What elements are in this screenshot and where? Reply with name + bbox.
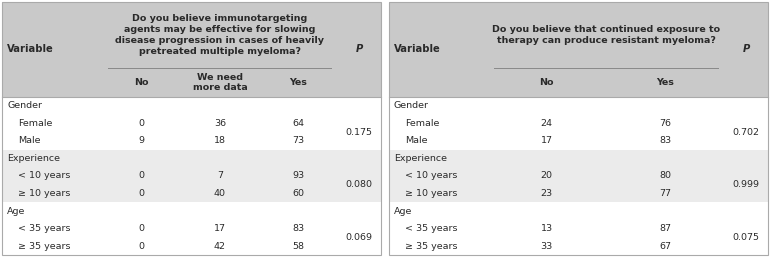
Text: No: No	[134, 78, 149, 87]
Text: 83: 83	[659, 136, 671, 145]
Text: 18: 18	[214, 136, 226, 145]
Text: 24: 24	[541, 119, 553, 128]
Text: 42: 42	[214, 242, 226, 251]
Bar	[389, 220, 768, 237]
Text: 60: 60	[293, 189, 304, 198]
Text: P: P	[356, 44, 363, 54]
Text: 0: 0	[139, 224, 145, 233]
Text: ≥ 10 years: ≥ 10 years	[405, 189, 457, 198]
Text: < 10 years: < 10 years	[18, 171, 70, 180]
Text: 0.702: 0.702	[733, 127, 760, 136]
Text: ≥ 35 years: ≥ 35 years	[18, 242, 71, 251]
Bar	[2, 114, 381, 132]
Text: 7: 7	[217, 171, 223, 180]
Text: Male: Male	[18, 136, 41, 145]
Text: 83: 83	[292, 224, 304, 233]
Text: Female: Female	[405, 119, 440, 128]
Text: Yes: Yes	[656, 78, 674, 87]
Text: 0.080: 0.080	[346, 180, 373, 189]
Text: 64: 64	[293, 119, 304, 128]
Text: 77: 77	[659, 189, 671, 198]
Text: 0.175: 0.175	[346, 127, 373, 136]
Text: 0.075: 0.075	[733, 233, 760, 242]
Text: 0: 0	[139, 189, 145, 198]
Text: 58: 58	[293, 242, 304, 251]
Text: No: No	[540, 78, 554, 87]
Bar	[2, 132, 381, 150]
Text: 13: 13	[541, 224, 553, 233]
Text: Variable: Variable	[7, 44, 54, 54]
Text: Experience: Experience	[394, 154, 447, 163]
Text: 17: 17	[214, 224, 226, 233]
Text: 17: 17	[541, 136, 553, 145]
Text: 33: 33	[541, 242, 553, 251]
Text: Female: Female	[18, 119, 52, 128]
Text: ≥ 10 years: ≥ 10 years	[18, 189, 70, 198]
Bar	[389, 167, 768, 185]
Bar	[389, 2, 768, 255]
Bar	[389, 185, 768, 202]
Text: Age: Age	[394, 207, 413, 216]
Text: 87: 87	[659, 224, 671, 233]
Text: 0: 0	[139, 119, 145, 128]
Text: Age: Age	[7, 207, 25, 216]
Bar	[389, 202, 768, 220]
Text: 40: 40	[214, 189, 226, 198]
Text: We need
more data: We need more data	[192, 73, 247, 92]
Text: 23: 23	[541, 189, 553, 198]
Bar	[2, 237, 381, 255]
Text: 20: 20	[541, 171, 553, 180]
Bar	[2, 97, 381, 114]
Bar	[389, 150, 768, 167]
Text: Gender: Gender	[394, 101, 429, 110]
Text: 80: 80	[659, 171, 671, 180]
Bar	[389, 237, 768, 255]
Text: 36: 36	[214, 119, 226, 128]
Bar	[2, 185, 381, 202]
Text: 0: 0	[139, 242, 145, 251]
Text: 9: 9	[139, 136, 145, 145]
Bar	[389, 132, 768, 150]
Bar	[389, 97, 768, 114]
Text: P: P	[742, 44, 750, 54]
Text: Male: Male	[405, 136, 427, 145]
Text: 0.069: 0.069	[346, 233, 373, 242]
Bar	[389, 2, 768, 97]
Bar	[2, 220, 381, 237]
Bar	[389, 114, 768, 132]
Bar	[2, 202, 381, 220]
Text: < 35 years: < 35 years	[405, 224, 457, 233]
Text: Yes: Yes	[290, 78, 307, 87]
Text: Gender: Gender	[7, 101, 42, 110]
Text: 0.999: 0.999	[733, 180, 760, 189]
Text: < 10 years: < 10 years	[405, 171, 457, 180]
Text: ≥ 35 years: ≥ 35 years	[405, 242, 457, 251]
Text: 0: 0	[139, 171, 145, 180]
Text: Do you believe that continued exposure to
therapy can produce resistant myeloma?: Do you believe that continued exposure t…	[492, 25, 720, 45]
Text: 67: 67	[659, 242, 671, 251]
Bar	[2, 150, 381, 167]
Bar	[2, 2, 381, 97]
Text: < 35 years: < 35 years	[18, 224, 71, 233]
Text: Variable: Variable	[394, 44, 440, 54]
Text: Experience: Experience	[7, 154, 60, 163]
Text: 93: 93	[292, 171, 304, 180]
Text: 73: 73	[292, 136, 304, 145]
Text: Do you believe immunotargeting
agents may be effective for slowing
disease progr: Do you believe immunotargeting agents ma…	[116, 14, 324, 56]
Bar	[2, 167, 381, 185]
Bar	[2, 2, 381, 255]
Text: 76: 76	[659, 119, 671, 128]
